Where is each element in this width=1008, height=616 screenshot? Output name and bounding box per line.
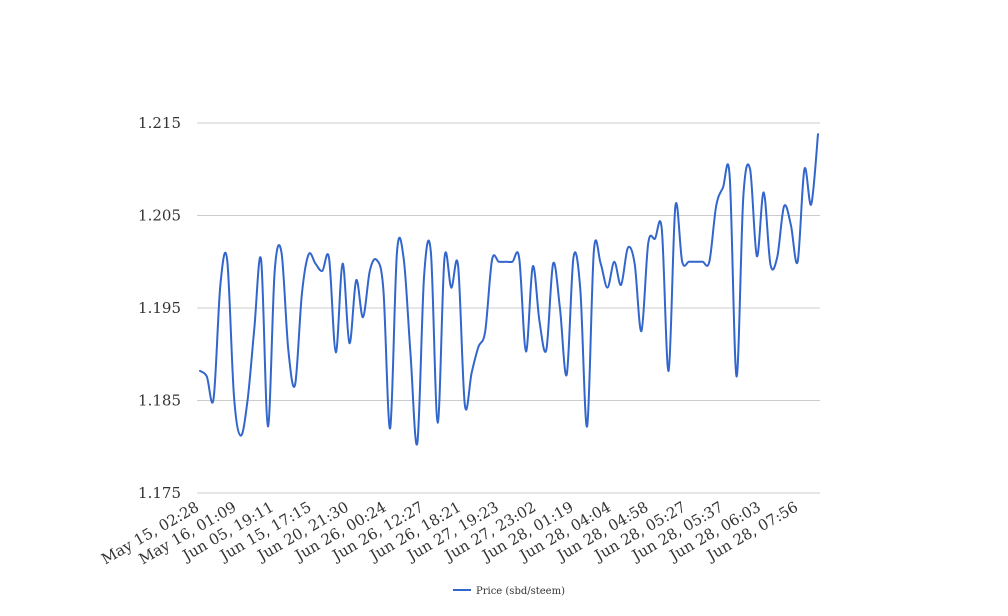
y-axis: 1.215 1.205 1.195 1.185 1.175: [138, 114, 181, 502]
legend-label-price: Price (sbd/steem): [476, 586, 565, 597]
series-line-price: [199, 133, 819, 446]
y-tick-label: 1.175: [138, 484, 181, 502]
series-layer: [199, 133, 819, 446]
y-tick-label: 1.195: [138, 299, 181, 317]
legend: Price (sbd/steem): [453, 586, 565, 597]
gridlines: [197, 122, 820, 494]
y-tick-label: 1.215: [138, 114, 181, 132]
y-tick-label: 1.185: [138, 392, 181, 410]
y-tick-label: 1.205: [138, 207, 181, 225]
